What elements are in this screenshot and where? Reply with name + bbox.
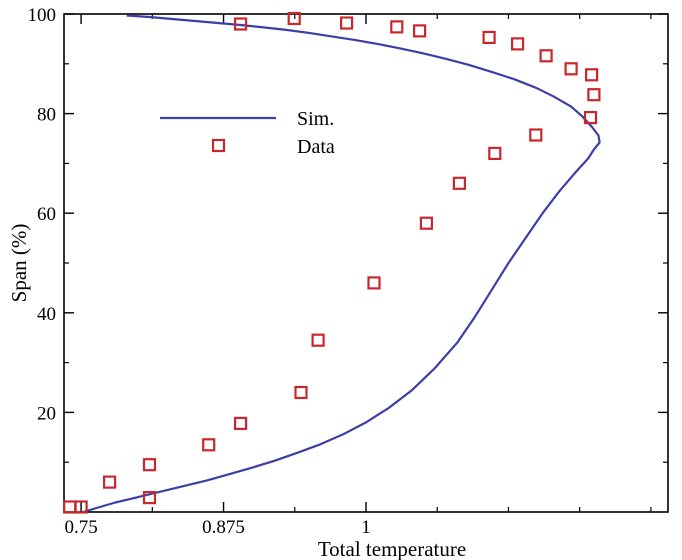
legend: Sim. Data: [160, 108, 335, 158]
data-point: [419, 216, 433, 230]
y-tick-label: 20: [37, 403, 56, 424]
y-tick-label: 80: [37, 105, 56, 126]
data-point: [452, 176, 466, 190]
axis-tick-labels: 0.75 0.875 1 20 40 60 80 100: [28, 5, 371, 538]
data-point: [142, 458, 157, 472]
series-layer: [63, 11, 601, 514]
data-point: [482, 30, 496, 44]
data-point: [413, 24, 427, 38]
data-point: [202, 438, 216, 452]
data-point: [340, 16, 354, 30]
y-tick-label: 60: [37, 204, 56, 225]
legend-data-marker: [211, 138, 226, 153]
data-point: [390, 20, 404, 34]
legend-sim-label: Sim.: [297, 108, 334, 130]
data-point: [583, 110, 598, 125]
data-point: [142, 491, 157, 505]
legend-data-label: Data: [297, 136, 335, 158]
x-tick-label: 0.875: [202, 517, 245, 538]
series-sim-line: [83, 14, 601, 514]
data-point: [63, 500, 77, 514]
y-axis-title: Span (%): [7, 224, 31, 303]
data-point: [529, 128, 543, 142]
data-point: [584, 68, 599, 82]
data-point: [287, 11, 301, 26]
axis-ticks: [64, 13, 668, 512]
x-axis-title: Total temperature: [318, 537, 466, 560]
data-point: [539, 49, 553, 63]
data-point: [587, 88, 601, 102]
y-tick-label: 100: [28, 5, 57, 26]
data-point: [311, 333, 325, 347]
data-point: [488, 146, 502, 160]
data-point: [102, 475, 117, 489]
x-tick-label: 1: [361, 517, 371, 538]
plot-frame: [63, 13, 669, 513]
data-point: [234, 416, 248, 430]
data-point: [234, 17, 248, 31]
data-point: [510, 37, 525, 51]
y-tick-label: 40: [37, 304, 56, 325]
data-point: [294, 385, 308, 400]
data-point: [367, 276, 381, 290]
x-tick-label: 0.75: [64, 517, 97, 538]
data-point: [564, 62, 578, 76]
